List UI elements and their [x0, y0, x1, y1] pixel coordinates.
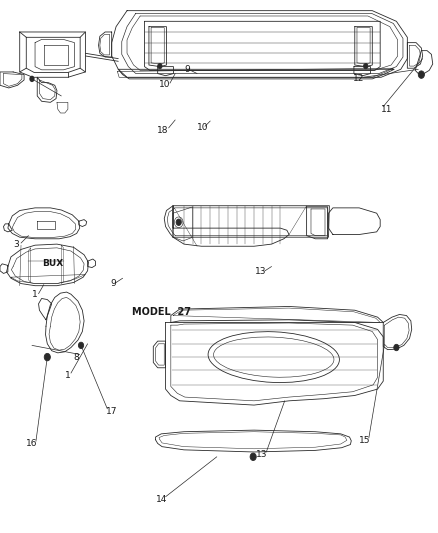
Text: BUX: BUX: [42, 259, 63, 268]
Text: 17: 17: [106, 407, 117, 416]
Text: MODEL  27: MODEL 27: [132, 307, 191, 317]
Text: 1: 1: [32, 290, 38, 299]
Text: 1: 1: [65, 372, 71, 380]
Text: 15: 15: [359, 436, 370, 445]
Circle shape: [44, 353, 50, 361]
Text: 10: 10: [197, 124, 208, 132]
Text: 9: 9: [184, 65, 191, 74]
Circle shape: [250, 453, 256, 461]
Text: 9: 9: [110, 279, 116, 288]
Text: 13: 13: [256, 450, 268, 459]
Text: 13: 13: [255, 268, 266, 276]
Circle shape: [394, 344, 399, 351]
Text: 12: 12: [353, 75, 364, 83]
Circle shape: [29, 76, 35, 82]
Text: 3: 3: [14, 240, 20, 248]
Text: 11: 11: [381, 106, 392, 114]
Text: 16: 16: [26, 440, 37, 448]
Text: 10: 10: [159, 80, 170, 88]
Circle shape: [158, 63, 162, 69]
Circle shape: [176, 219, 181, 225]
Circle shape: [78, 342, 84, 349]
Text: 8: 8: [74, 353, 80, 361]
Circle shape: [418, 71, 424, 78]
Text: 14: 14: [155, 496, 167, 504]
Circle shape: [364, 63, 368, 69]
Text: 18: 18: [157, 126, 169, 134]
